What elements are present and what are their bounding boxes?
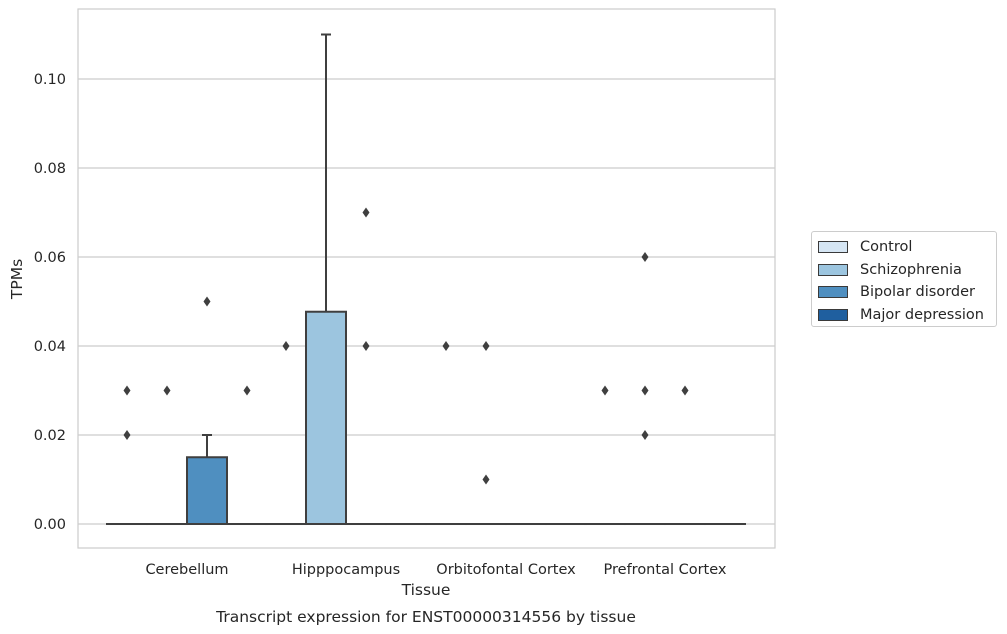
legend-item-bipolar-disorder: Bipolar disorder (818, 281, 996, 304)
outlier-point (362, 341, 370, 351)
legend-item-control: Control (818, 236, 996, 259)
outlier-point (482, 341, 490, 351)
y-tick-label: 0.02 (34, 428, 66, 444)
outlier-point (123, 385, 131, 396)
box-group (106, 385, 148, 526)
y-tick-label: 0.06 (34, 250, 66, 266)
outlier-point (641, 252, 649, 262)
series-group (146, 33, 666, 526)
series-group (186, 207, 706, 526)
legend-label: Schizophrenia (860, 261, 962, 278)
chart-title: Transcript expression for ENST0000031455… (215, 608, 636, 626)
box-group (186, 296, 228, 525)
x-tick-label: Hipppocampus (292, 562, 400, 578)
outlier-point (641, 385, 649, 396)
x-axis-title: Tissue (401, 581, 451, 599)
x-tick-label: Cerebellum (145, 562, 228, 578)
y-tick-label: 0.10 (34, 72, 66, 88)
outlier-point (163, 385, 171, 396)
outlier-point (243, 385, 251, 396)
outlier-point (601, 385, 609, 396)
x-tick-labels: Cerebellum Hipppocampus Orbitofontal Corte… (145, 562, 726, 578)
outlier-point (442, 341, 450, 351)
legend-item-schizophrenia: Schizophrenia (818, 259, 996, 282)
outlier-point (482, 474, 490, 485)
box-group (226, 385, 268, 526)
legend-label: Major depression (860, 306, 984, 323)
chart-legend: Control Schizophrenia Bipolar disorder M… (811, 231, 997, 327)
plot-area (77, 8, 776, 549)
y-tick-label: 0.08 (34, 161, 66, 177)
x-tick-label: Prefrontal Cortex (604, 562, 727, 578)
y-tick-label: 0.00 (34, 517, 66, 533)
legend-swatch (818, 286, 848, 299)
box-group (305, 33, 347, 525)
y-tick-labels: 0.00 0.02 0.04 0.06 0.08 0.10 (34, 72, 66, 533)
outlier-point (641, 430, 649, 440)
legend-label: Control (860, 239, 913, 256)
legend-label: Bipolar disorder (860, 284, 975, 301)
legend-swatch (818, 263, 848, 276)
outlier-point (203, 296, 211, 307)
box (305, 310, 347, 525)
outlier-point (681, 385, 689, 396)
outlier-point (282, 341, 290, 351)
y-tick-label: 0.04 (34, 339, 66, 355)
legend-swatch (818, 241, 848, 254)
legend-item-major-depression: Major depression (818, 304, 996, 327)
box (186, 456, 228, 525)
outlier-point (362, 207, 370, 218)
legend-swatch (818, 308, 848, 321)
box-series (106, 33, 746, 526)
series-group (226, 385, 746, 526)
outlier-point (123, 430, 131, 440)
x-tick-label: Orbitofontal Cortex (436, 562, 576, 578)
box-group (465, 341, 507, 526)
y-axis-title: TPMs (8, 259, 26, 300)
